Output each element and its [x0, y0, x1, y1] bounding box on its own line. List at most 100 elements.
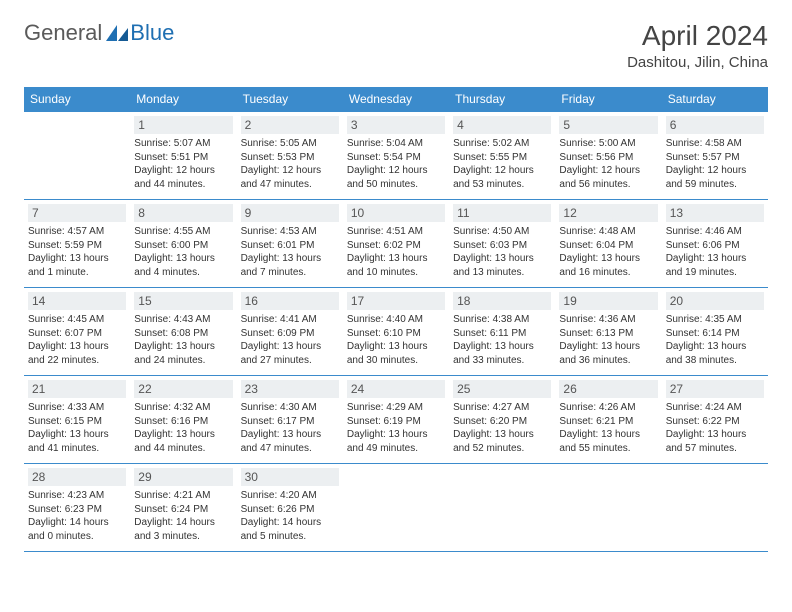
sunset-text: Sunset: 6:02 PM — [347, 239, 445, 253]
sunrise-text: Sunrise: 4:55 AM — [134, 225, 232, 239]
day-info: Sunrise: 4:45 AMSunset: 6:07 PMDaylight:… — [28, 313, 126, 367]
sunrise-text: Sunrise: 4:51 AM — [347, 225, 445, 239]
sunrise-text: Sunrise: 5:00 AM — [559, 137, 657, 151]
sunrise-text: Sunrise: 4:26 AM — [559, 401, 657, 415]
daylight-text: Daylight: 12 hours and 44 minutes. — [134, 164, 232, 191]
day-number: 10 — [347, 204, 445, 222]
day-cell: 10 Sunrise: 4:51 AMSunset: 6:02 PMDayligh… — [343, 200, 449, 288]
day-info: Sunrise: 4:38 AMSunset: 6:11 PMDaylight:… — [453, 313, 551, 367]
sunrise-text: Sunrise: 4:58 AM — [666, 137, 764, 151]
day-number: 20 — [666, 292, 764, 310]
daylight-text: Daylight: 13 hours and 1 minute. — [28, 252, 126, 279]
day-info: Sunrise: 4:48 AMSunset: 6:04 PMDaylight:… — [559, 225, 657, 279]
sunrise-text: Sunrise: 4:27 AM — [453, 401, 551, 415]
day-cell: 13Sunrise: 4:46 AMSunset: 6:06 PMDayligh… — [662, 200, 768, 288]
day-info: Sunrise: 5:07 AMSunset: 5:51 PMDaylight:… — [134, 137, 232, 191]
sunset-text: Sunset: 6:00 PM — [134, 239, 232, 253]
day-info: Sunrise: 4:43 AMSunset: 6:08 PMDaylight:… — [134, 313, 232, 367]
daylight-text: Daylight: 13 hours and 47 minutes. — [241, 428, 339, 455]
sunset-text: Sunset: 5:53 PM — [241, 151, 339, 165]
sunrise-text: Sunrise: 4:41 AM — [241, 313, 339, 327]
sunset-text: Sunset: 6:06 PM — [666, 239, 764, 253]
day-number: 21 — [28, 380, 126, 398]
day-header-row: SundayMondayTuesdayWednesdayThursdayFrid… — [24, 87, 768, 112]
header: General Blue April 2024 Dashitou, Jilin,… — [24, 20, 768, 71]
daylight-text: Daylight: 13 hours and 41 minutes. — [28, 428, 126, 455]
day-info: Sunrise: 5:04 AMSunset: 5:54 PMDaylight:… — [347, 137, 445, 191]
day-info: Sunrise: 4:23 AMSunset: 6:23 PMDaylight:… — [28, 489, 126, 543]
day-number: 9 — [241, 204, 339, 222]
sunrise-text: Sunrise: 4:33 AM — [28, 401, 126, 415]
daylight-text: Daylight: 13 hours and 16 minutes. — [559, 252, 657, 279]
week-row: 14Sunrise: 4:45 AMSunset: 6:07 PMDayligh… — [24, 288, 768, 376]
sunrise-text: Sunrise: 4:50 AM — [453, 225, 551, 239]
day-info: Sunrise: 4:24 AMSunset: 6:22 PMDaylight:… — [666, 401, 764, 455]
day-info: Sunrise: 4:35 AMSunset: 6:14 PMDaylight:… — [666, 313, 764, 367]
daylight-text: Daylight: 13 hours and 49 minutes. — [347, 428, 445, 455]
sunset-text: Sunset: 5:56 PM — [559, 151, 657, 165]
day-info: Sunrise: 4:33 AMSunset: 6:15 PMDaylight:… — [28, 401, 126, 455]
day-number: 22 — [134, 380, 232, 398]
sunset-text: Sunset: 5:57 PM — [666, 151, 764, 165]
daylight-text: Daylight: 13 hours and 10 minutes. — [347, 252, 445, 279]
sunrise-text: Sunrise: 4:23 AM — [28, 489, 126, 503]
daylight-text: Daylight: 13 hours and 38 minutes. — [666, 340, 764, 367]
day-number: 6 — [666, 116, 764, 134]
day-cell: 16 Sunrise: 4:41 AMSunset: 6:09 PMDayligh… — [237, 288, 343, 376]
sunrise-text: Sunrise: 5:05 AM — [241, 137, 339, 151]
day-cell: 27Sunrise: 4:24 AMSunset: 6:22 PMDayligh… — [662, 376, 768, 464]
sunrise-text: Sunrise: 4:21 AM — [134, 489, 232, 503]
day-info: Sunrise: 4:55 AMSunset: 6:00 PMDaylight:… — [134, 225, 232, 279]
sunset-text: Sunset: 6:17 PM — [241, 415, 339, 429]
day-number: 7 — [28, 204, 126, 222]
day-cell: 29Sunrise: 4:21 AMSunset: 6:24 PMDayligh… — [130, 464, 236, 552]
day-header: Wednesday — [343, 87, 449, 112]
sunset-text: Sunset: 6:08 PM — [134, 327, 232, 341]
day-info: Sunrise: 5:05 AMSunset: 5:53 PMDaylight:… — [241, 137, 339, 191]
sunset-text: Sunset: 6:26 PM — [241, 503, 339, 517]
day-info: Sunrise: 4:41 AMSunset: 6:09 PMDaylight:… — [241, 313, 339, 367]
day-cell: 28 Sunrise: 4:23 AMSunset: 6:23 PMDayligh… — [24, 464, 130, 552]
day-cell — [449, 464, 555, 552]
sunset-text: Sunset: 6:21 PM — [559, 415, 657, 429]
day-cell: 21 Sunrise: 4:33 AMSunset: 6:15 PMDayligh… — [24, 376, 130, 464]
daylight-text: Daylight: 13 hours and 57 minutes. — [666, 428, 764, 455]
day-number: 29 — [134, 468, 232, 486]
sunrise-text: Sunrise: 4:35 AM — [666, 313, 764, 327]
day-info: Sunrise: 4:27 AMSunset: 6:20 PMDaylight:… — [453, 401, 551, 455]
day-cell: 2Sunrise: 5:05 AMSunset: 5:53 PMDaylight… — [237, 112, 343, 200]
sunset-text: Sunset: 6:09 PM — [241, 327, 339, 341]
sunset-text: Sunset: 6:19 PM — [347, 415, 445, 429]
day-number: 25 — [453, 380, 551, 398]
day-number: 8 — [134, 204, 232, 222]
daylight-text: Daylight: 13 hours and 27 minutes. — [241, 340, 339, 367]
day-cell: 23 Sunrise: 4:30 AMSunset: 6:17 PMDayligh… — [237, 376, 343, 464]
daylight-text: Daylight: 13 hours and 24 minutes. — [134, 340, 232, 367]
sunrise-text: Sunrise: 5:04 AM — [347, 137, 445, 151]
calendar-table: SundayMondayTuesdayWednesdayThursdayFrid… — [24, 87, 768, 552]
day-number: 1 — [134, 116, 232, 134]
day-number: 15 — [134, 292, 232, 310]
day-cell: 8 Sunrise: 4:55 AMSunset: 6:00 PMDaylight… — [130, 200, 236, 288]
day-cell: 18Sunrise: 4:38 AMSunset: 6:11 PMDayligh… — [449, 288, 555, 376]
day-number: 23 — [241, 380, 339, 398]
day-cell: 5Sunrise: 5:00 AMSunset: 5:56 PMDaylight… — [555, 112, 661, 200]
sunrise-text: Sunrise: 4:30 AM — [241, 401, 339, 415]
daylight-text: Daylight: 13 hours and 30 minutes. — [347, 340, 445, 367]
daylight-text: Daylight: 13 hours and 19 minutes. — [666, 252, 764, 279]
daylight-text: Daylight: 13 hours and 33 minutes. — [453, 340, 551, 367]
day-header: Friday — [555, 87, 661, 112]
day-cell — [24, 112, 130, 200]
day-cell: 15 Sunrise: 4:43 AMSunset: 6:08 PMDayligh… — [130, 288, 236, 376]
day-number: 19 — [559, 292, 657, 310]
sunrise-text: Sunrise: 4:29 AM — [347, 401, 445, 415]
day-number: 24 — [347, 380, 445, 398]
title-block: April 2024 Dashitou, Jilin, China — [627, 20, 768, 71]
daylight-text: Daylight: 13 hours and 52 minutes. — [453, 428, 551, 455]
day-number: 16 — [241, 292, 339, 310]
day-info: Sunrise: 4:57 AMSunset: 5:59 PMDaylight:… — [28, 225, 126, 279]
day-cell: 17Sunrise: 4:40 AMSunset: 6:10 PMDayligh… — [343, 288, 449, 376]
day-number: 28 — [28, 468, 126, 486]
day-header: Saturday — [662, 87, 768, 112]
day-cell: 9Sunrise: 4:53 AMSunset: 6:01 PMDaylight… — [237, 200, 343, 288]
